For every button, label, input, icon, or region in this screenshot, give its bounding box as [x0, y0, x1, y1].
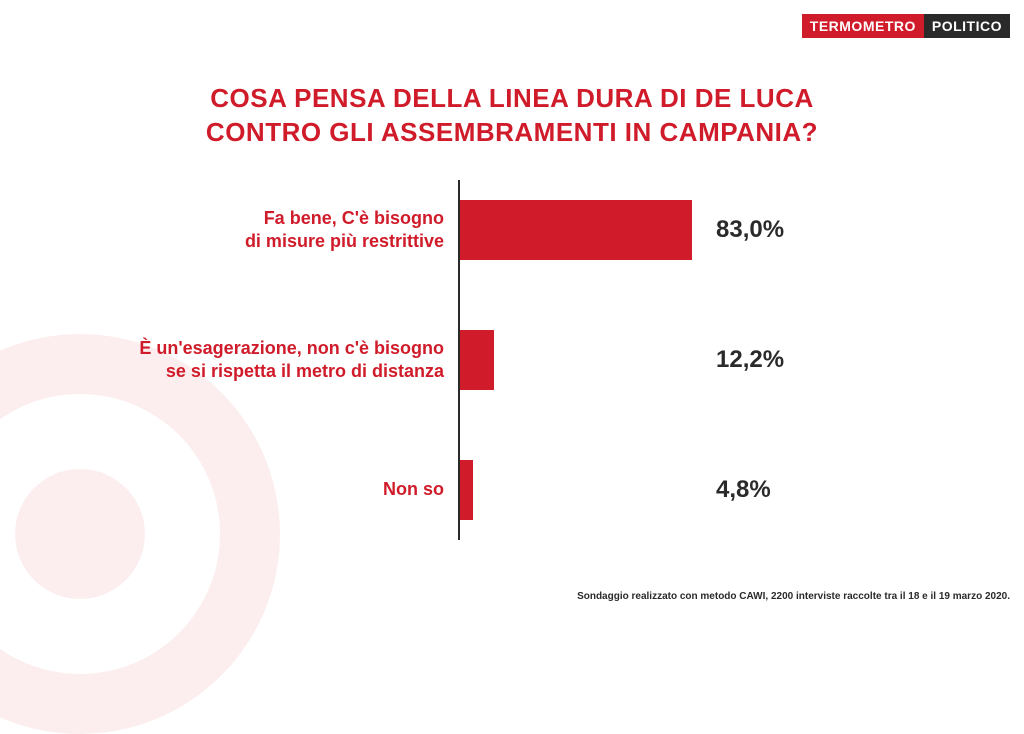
- bar: [460, 330, 494, 390]
- chart-row: È un'esagerazione, non c'è bisognose si …: [60, 320, 964, 400]
- title-line1: COSA PENSA DELLA LINEA DURA DI DE LUCA: [0, 82, 1024, 116]
- bar: [460, 460, 473, 520]
- bar-value: 12,2%: [716, 346, 784, 374]
- bar-label: Fa bene, C'è bisognodi misure più restri…: [245, 207, 444, 254]
- logo-right: POLITICO: [924, 14, 1010, 38]
- bar: [460, 200, 692, 260]
- title-line2: CONTRO GLI ASSEMBRAMENTI IN CAMPANIA?: [0, 116, 1024, 150]
- bar-label: È un'esagerazione, non c'è bisognose si …: [139, 337, 444, 384]
- bar-value: 4,8%: [716, 476, 771, 504]
- header: TERMOMETRO POLITICO: [802, 14, 1010, 38]
- logo-left: TERMOMETRO: [802, 14, 924, 38]
- chart-area: Fa bene, C'è bisognodi misure più restri…: [60, 180, 964, 540]
- logo: TERMOMETRO POLITICO: [802, 14, 1010, 38]
- bar-value: 83,0%: [716, 216, 784, 244]
- chart-row: Non so 4,8%: [60, 450, 964, 530]
- chart-title: COSA PENSA DELLA LINEA DURA DI DE LUCA C…: [0, 82, 1024, 150]
- chart-row: Fa bene, C'è bisognodi misure più restri…: [60, 190, 964, 270]
- bar-label: Non so: [383, 478, 444, 501]
- footer-note: Sondaggio realizzato con metodo CAWI, 22…: [577, 591, 1010, 602]
